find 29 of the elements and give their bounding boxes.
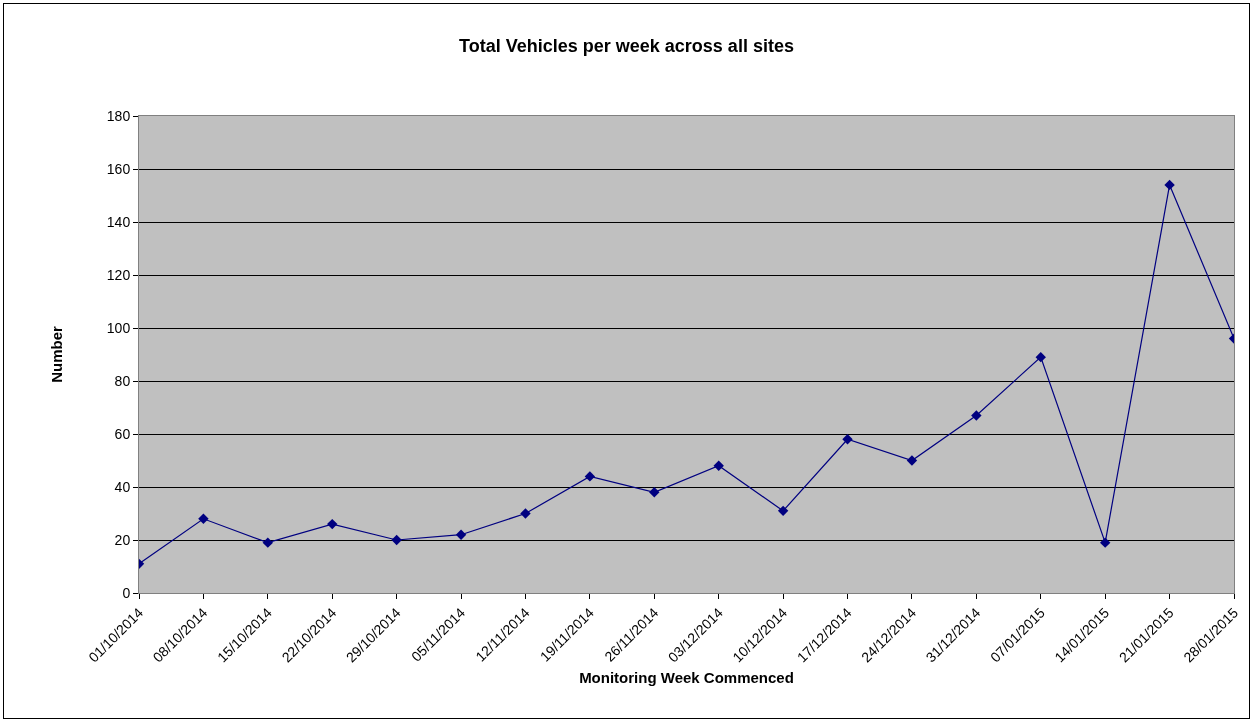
point (713, 460, 724, 471)
point (1164, 179, 1175, 191)
y-tick-label: 160 (106, 160, 131, 177)
point (391, 534, 402, 546)
point (842, 434, 853, 445)
point (584, 471, 596, 482)
point (262, 537, 274, 548)
y-tick-label: 0 (122, 584, 131, 601)
y-tick-label: 60 (114, 425, 131, 442)
x-axis-title: Monitoring Week Commenced (579, 669, 794, 687)
point (906, 455, 918, 466)
point (455, 529, 467, 540)
y-tick-label: 140 (106, 213, 131, 230)
point (649, 487, 660, 498)
point (198, 513, 209, 524)
y-tick-label: 100 (106, 319, 131, 336)
point (971, 410, 982, 421)
point (327, 518, 338, 530)
point (1099, 537, 1111, 548)
y-tick-label: 40 (114, 478, 131, 495)
point (777, 505, 789, 517)
y-axis-title: Number (48, 326, 66, 383)
y-tick-label: 120 (106, 266, 131, 283)
y-tick-label: 180 (106, 107, 131, 124)
point (1035, 351, 1046, 363)
y-tick-label: 80 (114, 372, 131, 389)
chart-title: Total Vehicles per week across all sites (459, 36, 794, 57)
point (520, 508, 531, 519)
y-tick-label: 20 (114, 531, 131, 548)
